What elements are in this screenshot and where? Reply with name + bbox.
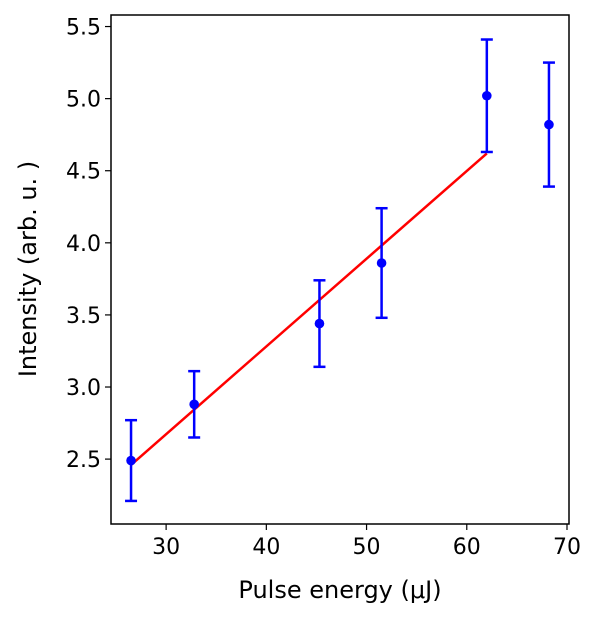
x-tick-label-2: 50: [353, 535, 381, 560]
data-point-1: [189, 399, 199, 410]
y-tick-label-3: 4.0: [66, 232, 101, 257]
data-point-3: [376, 258, 387, 268]
x-tick-label-0: 30: [152, 535, 180, 560]
y-tick-label-0: 2.5: [66, 448, 101, 473]
data-point-0: [126, 455, 136, 466]
x-tick-label-3: 60: [453, 535, 481, 560]
x-tick-label-4: 70: [553, 535, 581, 560]
fit-line: [130, 152, 488, 466]
y-axis-label: Intensity (arb. u. ): [14, 161, 42, 377]
y-tick-label-2: 3.5: [66, 304, 101, 329]
y-tick-label-4: 4.5: [66, 160, 101, 185]
y-tick-label-6: 5.5: [66, 16, 101, 41]
data-point-4: [482, 90, 492, 101]
x-axis-label: Pulse energy (μJ): [238, 576, 441, 604]
y-tick-label-1: 3.0: [66, 376, 101, 401]
axis-ticks: 30 40 50 60 70 2.5 3.0 3.5 4.0 4.5 5.0 5.5: [66, 16, 581, 560]
data-point-5: [544, 119, 554, 130]
plot-frame: [110, 14, 570, 525]
x-tick-label-1: 40: [252, 535, 280, 560]
data-point-2: [314, 318, 325, 329]
y-tick-label-5: 5.0: [66, 88, 101, 113]
plot-area: [125, 38, 555, 503]
